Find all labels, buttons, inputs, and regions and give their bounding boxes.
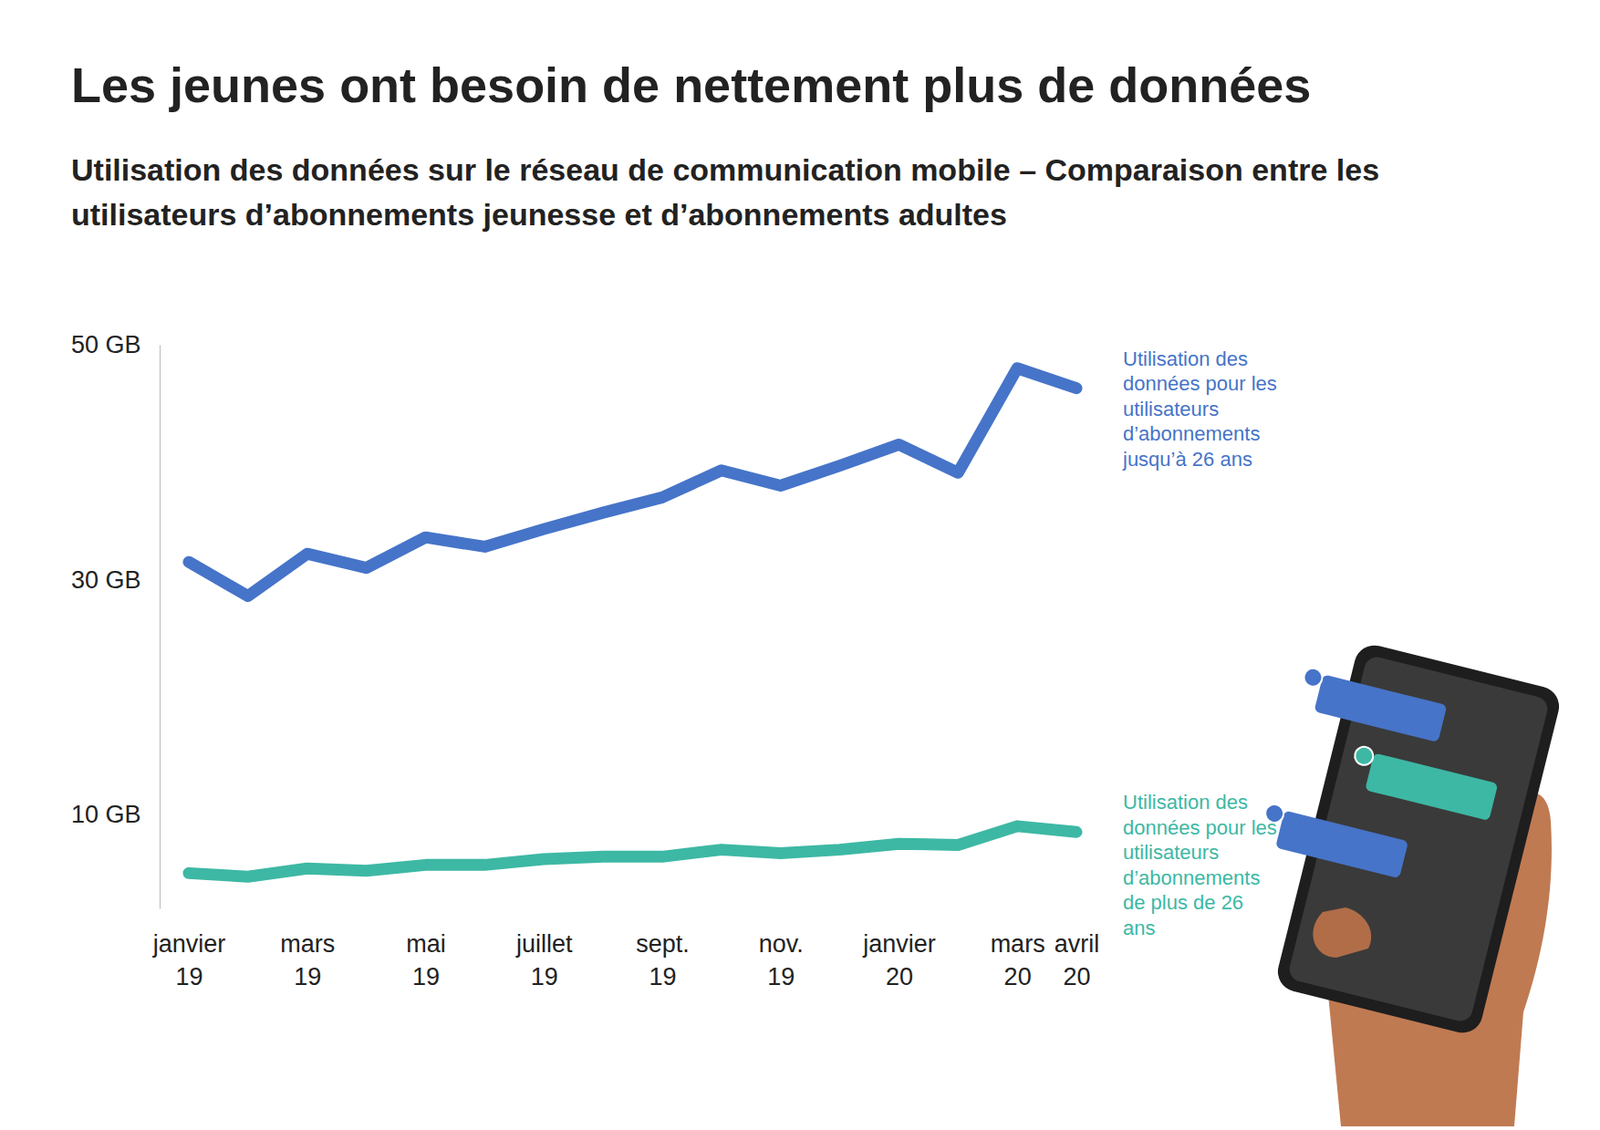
x-tick: juillet19: [515, 926, 573, 991]
x-tick-label: janvier20: [862, 930, 936, 991]
x-tick: avril20: [1054, 926, 1101, 991]
plot-area: [188, 368, 1077, 877]
thumb: [1312, 907, 1372, 958]
y-tick: 30 GB: [71, 566, 160, 594]
x-tick-label: mars19: [280, 930, 335, 991]
x-tick-label: nov.19: [758, 930, 804, 991]
y-axis-line: [159, 345, 161, 910]
series-line: [188, 368, 1077, 597]
x-tick: mars20: [990, 926, 1046, 991]
chat-bubble: [1275, 810, 1409, 880]
series-label: Utilisation desdonnées pour lesutilisate…: [1122, 790, 1278, 940]
x-tick-label: janvier19: [152, 930, 227, 991]
x-tick: janvier19: [152, 926, 227, 991]
y-tick-label: 30 GB: [71, 566, 142, 594]
series-label: Utilisation desdonnées pour lesutilisate…: [1122, 347, 1278, 471]
x-tick-label: mars20: [990, 930, 1046, 991]
x-tick: mai19: [405, 926, 447, 991]
x-tick: sept.19: [635, 926, 690, 991]
phone-body: [1273, 641, 1564, 1038]
y-tick-label: 50 GB: [71, 331, 142, 359]
x-tick-label: avril20: [1054, 930, 1101, 991]
title: Les jeunes ont besoin de nettement plus …: [71, 57, 1311, 113]
x-tick-label: mai19: [405, 930, 447, 991]
y-tick: 50 GB: [71, 331, 160, 359]
chat-bubble: [1313, 674, 1447, 743]
x-tick: janvier20: [862, 926, 936, 991]
phone: [1225, 629, 1564, 1038]
avatar: [1263, 802, 1286, 825]
x-tick-label: juillet19: [515, 930, 573, 991]
y-tick: 10 GB: [71, 800, 160, 829]
x-tick-label: sept.19: [635, 930, 690, 991]
series-line: [188, 826, 1077, 877]
subtitle: Utilisation des données sur le réseau de…: [71, 152, 1380, 232]
avatar: [1352, 745, 1375, 768]
x-tick: mars19: [280, 926, 335, 991]
x-tick: nov.19: [758, 926, 804, 991]
avatar: [1301, 666, 1324, 689]
y-tick-label: 10 GB: [71, 800, 142, 829]
y-axis: 10 GB 30 GB 50 GB: [71, 331, 161, 909]
chart: Les jeunes ont besoin de nettement plus …: [0, 0, 1600, 1130]
x-axis: janvier19 mars19 mai19 juillet19 sept.19 nov.…: [152, 926, 1101, 991]
chat-bubble: [1364, 752, 1498, 821]
illustration: [1225, 629, 1564, 1127]
